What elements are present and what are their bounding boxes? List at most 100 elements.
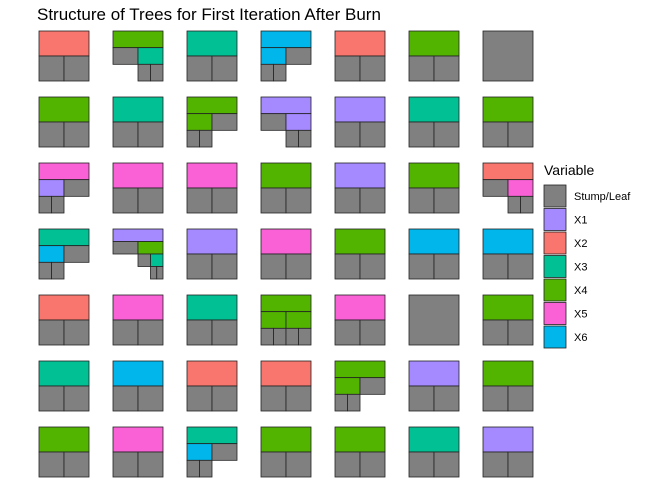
tree-panel: [334, 30, 386, 82]
tree-panel: [112, 294, 164, 346]
split-node-x4: [186, 96, 238, 115]
leaf-node: [199, 129, 213, 148]
leaf-node: [137, 187, 164, 214]
split-node-x4: [137, 241, 164, 255]
legend-label: X4: [574, 285, 587, 297]
split-node-x4: [260, 426, 312, 453]
leaf-node: [260, 327, 274, 346]
split-node-x5: [334, 294, 386, 321]
leaf-node: [260, 385, 287, 412]
tree-panel: [482, 294, 534, 346]
leaf-node: [507, 253, 534, 280]
split-node-x3: [408, 96, 460, 123]
split-node-x2: [38, 294, 90, 321]
leaf-node: [507, 451, 534, 478]
split-node-x6: [38, 245, 65, 263]
leaf-node: [186, 55, 213, 82]
leaf-node: [433, 451, 460, 478]
leaf-node: [433, 385, 460, 412]
tree-panels: [38, 30, 534, 478]
split-node-x3: [137, 47, 164, 65]
leaf-node: [359, 377, 386, 395]
split-node-x4: [186, 113, 213, 131]
split-node-x6: [260, 30, 312, 49]
split-node-x3: [186, 294, 238, 321]
split-node-x5: [507, 179, 534, 197]
leaf-node: [137, 63, 151, 82]
split-node-x4: [334, 360, 386, 379]
leaf-node: [334, 253, 361, 280]
leaf-node: [112, 241, 139, 255]
chart-title: Structure of Trees for First Iteration A…: [37, 5, 381, 24]
leaf-node: [211, 187, 238, 214]
tree-panel: [334, 162, 386, 214]
tree-panel: [186, 96, 238, 148]
tree-panel: [260, 162, 312, 214]
leaf-node: [186, 385, 213, 412]
legend-key: [543, 325, 567, 349]
leaf-node: [408, 55, 435, 82]
split-node-x1: [186, 228, 238, 255]
leaf-node: [63, 55, 90, 82]
split-node-x1: [38, 179, 65, 197]
legend-title: Variable: [544, 162, 595, 178]
tree-panel: [482, 30, 534, 82]
tree-panel: [408, 162, 460, 214]
tree-panel: [186, 30, 238, 82]
leaf-node: [38, 451, 65, 478]
leaf-node: [359, 319, 386, 346]
leaf-node: [112, 121, 139, 148]
split-node-x2: [334, 30, 386, 57]
leaf-node: [408, 121, 435, 148]
leaf-node: [334, 187, 361, 214]
split-node-x4: [260, 311, 287, 329]
tree-panel: [260, 96, 312, 148]
leaf-node: [408, 187, 435, 214]
split-node-x4: [38, 96, 90, 123]
leaf-node: [137, 385, 164, 412]
leaf-node: [520, 195, 534, 214]
leaf-node: [186, 129, 200, 148]
split-node-x4: [112, 30, 164, 49]
split-node-x2: [38, 30, 90, 57]
leaf-node: [334, 393, 348, 412]
tree-panel: [334, 426, 386, 478]
split-node-x1: [408, 360, 460, 387]
legend-key: [543, 231, 567, 255]
leaf-node: [433, 55, 460, 82]
split-node-x1: [285, 113, 312, 131]
leaf-node: [482, 451, 509, 478]
split-node-x5: [260, 228, 312, 255]
leaf-node: [408, 253, 435, 280]
leaf-node: [285, 385, 312, 412]
leaf-node: [63, 245, 90, 263]
leaf-node: [408, 294, 460, 346]
legend-key: [543, 278, 567, 302]
tree-panel: [186, 228, 238, 280]
legend-key: [543, 302, 567, 325]
leaf-node: [112, 385, 139, 412]
tree-panel: [482, 426, 534, 478]
split-node-x2: [186, 360, 238, 387]
leaf-node: [347, 393, 361, 412]
leaf-node: [211, 385, 238, 412]
leaf-node: [359, 55, 386, 82]
split-node-x4: [482, 96, 534, 123]
leaf-node: [482, 385, 509, 412]
leaf-node: [334, 451, 361, 478]
legend-key: [543, 208, 567, 231]
split-node-x6: [112, 360, 164, 387]
legend-items: Stump/Leaf X1 X2 X3 X4 X5 X6: [543, 184, 631, 349]
legend-label: X2: [574, 238, 587, 250]
tree-panel: [38, 360, 90, 412]
tree-panel: [38, 162, 90, 214]
leaf-node: [137, 253, 151, 267]
split-node-x4: [334, 377, 361, 395]
tree-panel: [38, 426, 90, 478]
tree-panel: [260, 294, 312, 346]
split-node-x6: [260, 47, 287, 65]
leaf-node: [51, 261, 65, 280]
leaf-node: [112, 319, 139, 346]
tree-panel: [112, 30, 164, 82]
